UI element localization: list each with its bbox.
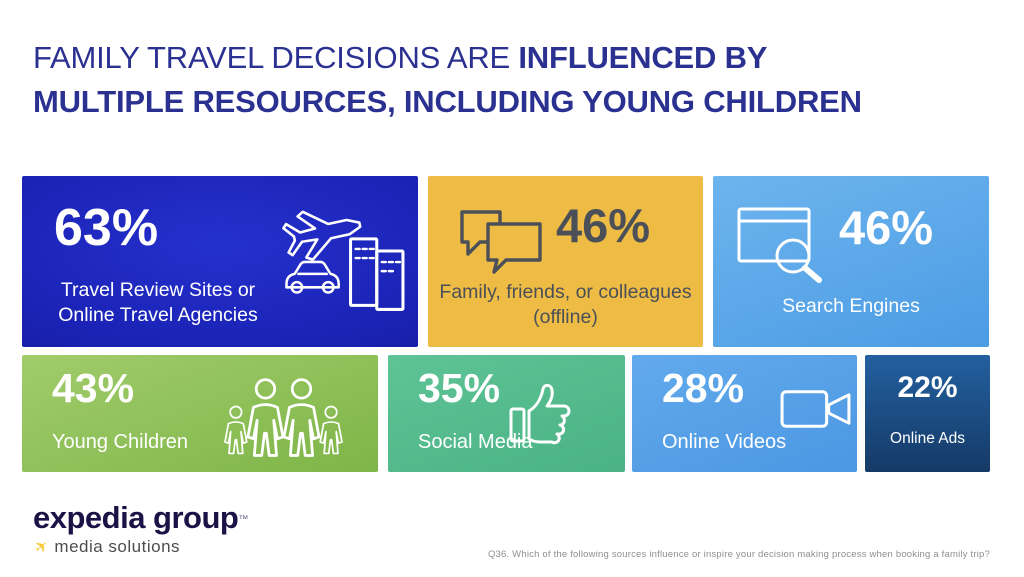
logo-subtitle: media solutions — [54, 537, 181, 556]
stat-label-young-children: Young Children — [52, 431, 189, 453]
browser-search-icon — [735, 204, 829, 284]
stat-card-search-engines: 46% Search Engines — [713, 176, 989, 347]
plane-icon: ✈ — [31, 536, 53, 559]
stat-value-young-children: 43% — [52, 365, 135, 411]
stat-value-search-engines: 46% — [839, 201, 934, 254]
title-line2: MULTIPLE RESOURCES, INCLUDING YOUNG CHIL… — [33, 84, 862, 120]
stat-value-travel-review: 63% — [54, 199, 159, 257]
stat-label-family-friends: Family, friends, or colleagues (offline) — [439, 281, 692, 329]
stat-card-young-children: 43% Young Children — [22, 355, 378, 472]
trademark-symbol: ™ — [238, 513, 249, 525]
stat-label-travel-review: Travel Review Sites or Online Travel Age… — [58, 279, 258, 327]
expedia-group-logo: expedia group™ ✈ media solutions — [31, 500, 249, 559]
stat-card-online-ads: 22% Online Ads — [865, 355, 990, 472]
stat-label-search-engines: Search Engines — [782, 295, 920, 317]
stat-label-social-media: Social Media — [418, 431, 533, 453]
logo-wordmark: expedia group — [33, 500, 239, 535]
chat-bubbles-icon — [454, 202, 546, 278]
family-icon — [222, 363, 344, 461]
stat-value-online-ads: 22% — [897, 371, 958, 404]
stat-label-online-ads: Online Ads — [890, 430, 965, 447]
video-camera-icon — [778, 383, 854, 435]
thumbs-up-icon — [503, 379, 577, 449]
stat-label-online-videos: Online Videos — [662, 431, 787, 453]
stat-value-social-media: 35% — [418, 365, 501, 411]
stat-card-family-friends: 46% Family, friends, or colleagues (offl… — [428, 176, 703, 347]
stat-card-social-media: 35% Social Media — [388, 355, 625, 472]
title-line1-bold: INFLUENCED BY — [518, 40, 768, 75]
survey-question-footnote: Q36. Which of the following sources infl… — [487, 549, 990, 560]
title-line1-regular: FAMILY TRAVEL DECISIONS ARE — [33, 40, 519, 75]
stat-card-travel-review-sites: 63% Travel Review Sites or Online Travel… — [22, 176, 418, 347]
stat-value-online-videos: 28% — [662, 365, 745, 411]
travel-transport-icon — [282, 190, 408, 316]
stat-value-family-friends: 46% — [556, 199, 651, 252]
page-title: FAMILY TRAVEL DECISIONS ARE INFLUENCED B… — [33, 36, 983, 124]
stat-card-online-videos: 28% Online Videos — [632, 355, 857, 472]
